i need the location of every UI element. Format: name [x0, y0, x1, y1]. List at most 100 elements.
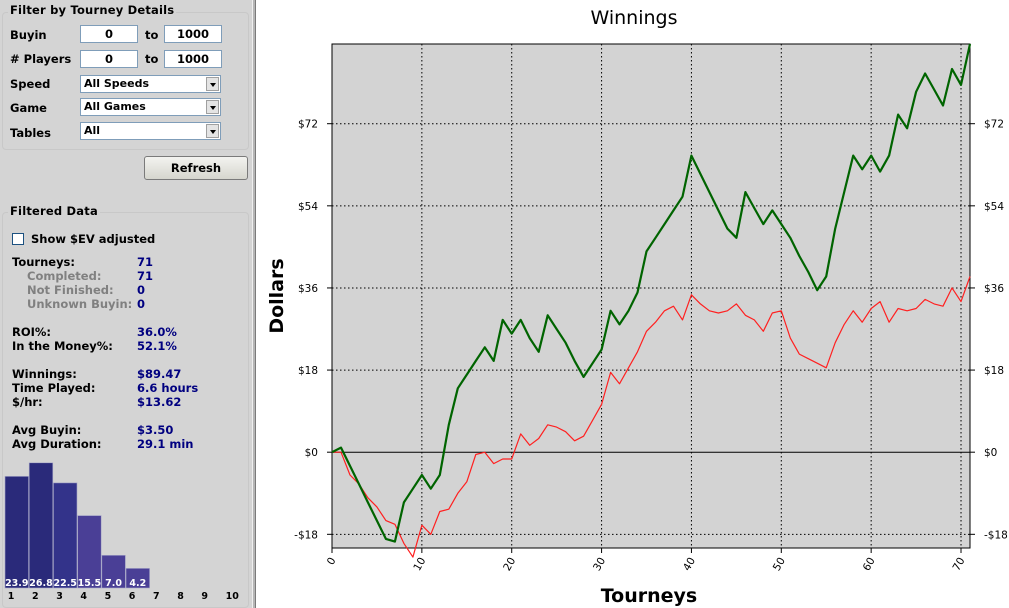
histogram-place-label: 7: [153, 591, 160, 602]
stat-label: $/hr:: [12, 395, 43, 409]
y-axis-label: Dollars: [266, 258, 288, 333]
tables-dropdown-value: All: [84, 124, 101, 137]
tables-dropdown[interactable]: All: [80, 122, 221, 140]
stat-value: 6.6 hours: [137, 381, 199, 395]
y-tick-label: $36: [984, 283, 1004, 295]
histogram-bar: [53, 482, 78, 589]
y-tick-label: $72: [984, 119, 1004, 131]
x-axis-label: Tourneys: [601, 585, 698, 607]
stat-label: Avg Duration:: [12, 437, 102, 451]
players-max-input[interactable]: 1000: [164, 50, 222, 68]
stat-label: Completed:: [27, 269, 102, 283]
histogram-bar-label: 26.8: [29, 578, 53, 589]
y-tick-label: $0: [305, 447, 318, 459]
stat-value: $3.50: [137, 423, 174, 437]
stat-label: Avg Buyin:: [12, 423, 82, 437]
x-tick-label: 60: [861, 556, 878, 574]
speed-dropdown[interactable]: All Speeds: [80, 75, 221, 93]
filtered-section-title: Filtered Data: [8, 204, 100, 218]
y-tick-label: $18: [984, 365, 1004, 377]
buyin-max-input[interactable]: 1000: [164, 25, 222, 43]
y-tick-label: -$18: [294, 529, 318, 541]
histogram-bar-label: 7.0: [105, 578, 122, 589]
histogram-bar: [101, 554, 126, 589]
y-tick-label: -$18: [984, 529, 1008, 541]
winnings-line: [331, 43, 972, 543]
histogram-bar: [77, 515, 102, 589]
players-min-input[interactable]: 0: [80, 50, 138, 68]
histogram-bar-label: 15.5: [78, 578, 101, 589]
x-tick-label: 50: [771, 556, 788, 574]
speed-dropdown-value: All Speeds: [84, 77, 150, 90]
stat-value: $89.47: [137, 367, 182, 381]
stat-label: Time Played:: [12, 381, 96, 395]
filter-section-title: Filter by Tourney Details: [8, 3, 177, 17]
splitter-handle[interactable]: [252, 0, 256, 608]
stat-value: 0: [137, 297, 146, 311]
histogram-place-label: 2: [32, 591, 39, 602]
stat-value: 0: [137, 283, 146, 297]
y-tick-label: $72: [298, 119, 318, 131]
buyin-to-label: to: [145, 28, 159, 42]
ev-adjusted-label[interactable]: Show $EV adjusted: [31, 232, 156, 246]
players-label: # Players: [10, 52, 72, 66]
refresh-button[interactable]: Refresh: [144, 156, 248, 180]
histogram-bar-label: 22.5: [53, 578, 76, 589]
y-tick-label: $0: [984, 447, 997, 459]
histogram-place-label: 1: [8, 591, 15, 602]
stat-value: 71: [137, 255, 154, 269]
stat-value: $13.62: [137, 395, 182, 409]
x-tick-label: 0: [325, 556, 339, 568]
buyin-min-input[interactable]: 0: [80, 25, 138, 43]
stat-label: Tourneys:: [12, 255, 76, 269]
plot-background: [331, 43, 971, 549]
stat-value: 71: [137, 269, 154, 283]
stat-label: ROI%:: [12, 325, 52, 339]
stat-value: 52.1%: [137, 339, 177, 353]
x-tick-label: 70: [951, 556, 968, 574]
x-tick-label: 40: [681, 556, 698, 574]
stat-label: Winnings:: [12, 367, 77, 381]
histogram-bar: [125, 568, 150, 589]
x-tick-label: 20: [501, 556, 518, 574]
y-tick-label: $54: [984, 201, 1004, 213]
ev-winnings-line: [332, 276, 971, 558]
stat-label: Unknown Buyin:: [27, 297, 133, 311]
histogram-place-label: 4: [80, 591, 87, 602]
histogram-place-label: 8: [177, 591, 184, 602]
stat-value: 29.1 min: [137, 437, 194, 451]
players-to-label: to: [145, 52, 159, 66]
stat-value: 36.0%: [137, 325, 177, 339]
histogram-place-label: 3: [56, 591, 63, 602]
finish-histogram: 23.9 1 26.8 2 22.5 3 15.5 4 7.0 5 4.2 6 7 8 9 10: [4, 462, 240, 602]
game-dropdown[interactable]: All Games: [80, 98, 221, 116]
histogram-place-label: 10: [226, 591, 240, 602]
speed-label: Speed: [10, 77, 51, 91]
histogram-place-label: 5: [105, 591, 112, 602]
ev-adjusted-checkbox[interactable]: [12, 233, 24, 245]
game-dropdown-value: All Games: [84, 100, 146, 113]
histogram-place-label: 9: [201, 591, 208, 602]
plot-area: -$18 -$18 $0 $0 $18 $18 $36 $36 $54 $54 $72 $72 0 10 2…: [294, 43, 1008, 574]
winnings-chart: Winnings Tourneys Dollars -$18 -$18 $0 $0 $1…: [266, 7, 1008, 607]
y-tick-label: $54: [298, 201, 318, 213]
sidebar-panel: Filter by Tourney Details Buyin 0 to 100…: [0, 0, 253, 608]
y-tick-label: $36: [298, 283, 318, 295]
x-tick-label: 30: [591, 556, 608, 574]
buyin-label: Buyin: [10, 28, 47, 42]
stat-label: Not Finished:: [27, 283, 114, 297]
histogram-bar-label: 23.9: [5, 578, 28, 589]
histogram-bar-label: 4.2: [129, 578, 146, 589]
x-tick-label: 10: [411, 556, 428, 574]
chevron-down-icon[interactable]: [206, 100, 219, 114]
chart-title: Winnings: [590, 7, 677, 29]
tables-label: Tables: [10, 126, 51, 140]
histogram-bar: [28, 462, 54, 589]
game-label: Game: [10, 101, 47, 115]
chevron-down-icon[interactable]: [206, 77, 219, 91]
chevron-down-icon[interactable]: [206, 124, 219, 138]
histogram-place-label: 6: [129, 591, 136, 602]
y-tick-label: $18: [298, 365, 318, 377]
histogram-bar: [4, 476, 29, 589]
stat-label: In the Money%:: [12, 339, 113, 353]
